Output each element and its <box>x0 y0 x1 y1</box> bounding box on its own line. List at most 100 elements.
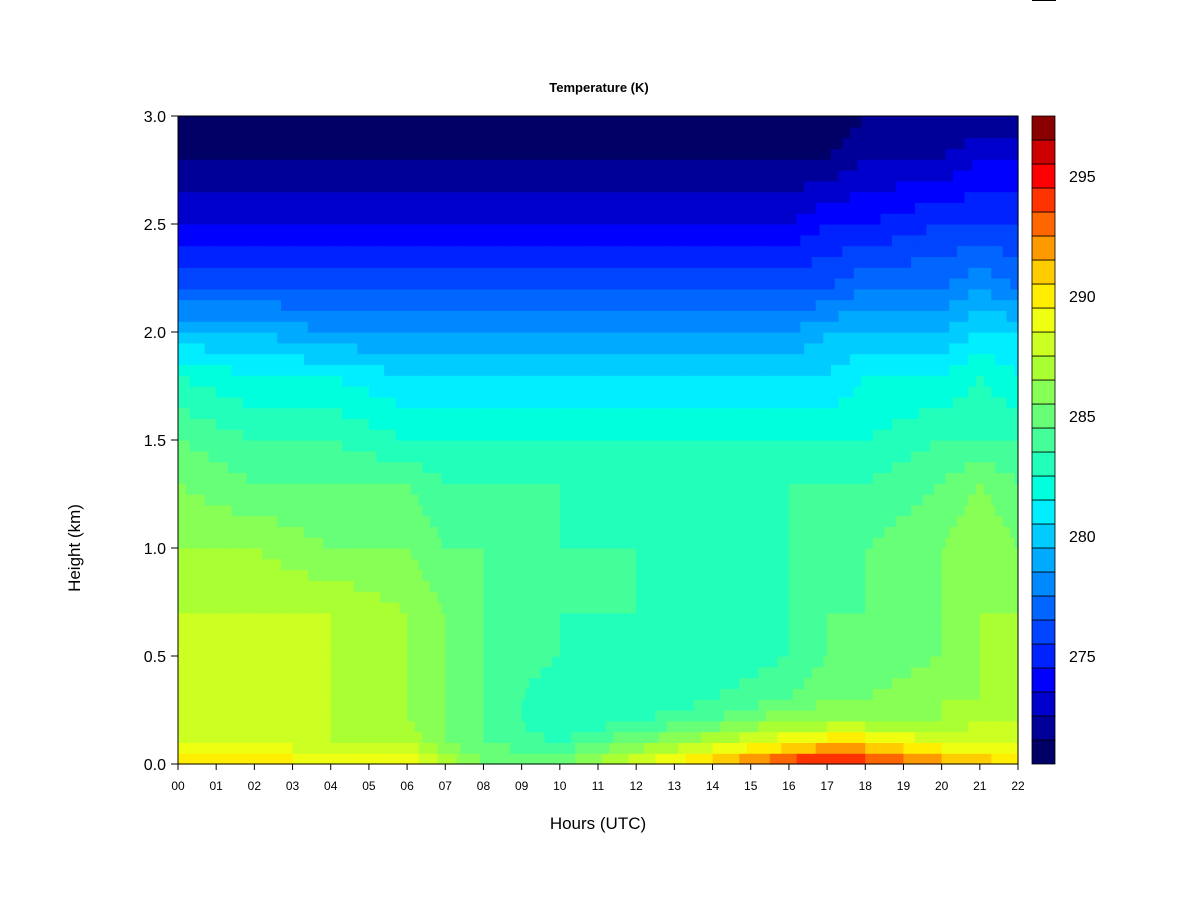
heatmap-cell <box>208 224 213 236</box>
heatmap-cell <box>472 645 477 657</box>
heatmap-cell <box>311 159 317 171</box>
heatmap-cell <box>388 418 393 430</box>
heatmap-column <box>212 116 217 765</box>
heatmap-cell <box>346 278 351 290</box>
heatmap-column <box>483 116 488 765</box>
heatmap-cell <box>376 461 381 473</box>
heatmap-cell <box>353 677 359 689</box>
heatmap-cell <box>208 148 213 160</box>
heatmap-cell <box>361 666 366 679</box>
heatmap-cell <box>368 656 374 668</box>
heatmap-cell <box>487 537 492 549</box>
heatmap-cell <box>384 180 389 193</box>
heatmap-cell <box>456 440 462 452</box>
heatmap-cell <box>391 688 397 700</box>
heatmap-cell <box>304 288 309 301</box>
heatmap-cell <box>292 364 297 376</box>
heatmap-cell <box>246 202 252 214</box>
heatmap-cell <box>307 677 313 689</box>
heatmap-cell <box>418 558 423 571</box>
heatmap-cell <box>468 353 473 365</box>
heatmap-cell <box>349 375 355 387</box>
heatmap-cell <box>403 526 408 538</box>
heatmap-cell <box>330 148 336 160</box>
heatmap-cell <box>403 159 408 171</box>
heatmap-cell <box>246 440 252 452</box>
heatmap-cell <box>231 224 236 236</box>
heatmap-cell <box>452 472 458 484</box>
heatmap-cell <box>399 440 404 452</box>
heatmap-cell <box>353 623 359 635</box>
heatmap-cell <box>399 224 404 236</box>
heatmap-cell <box>483 159 488 171</box>
heatmap-cell <box>254 580 259 592</box>
heatmap-cell <box>338 375 343 387</box>
heatmap-cell <box>273 526 278 538</box>
heatmap-cell <box>319 504 324 517</box>
heatmap-cell <box>368 526 374 538</box>
heatmap-cell <box>250 602 255 614</box>
heatmap-cell <box>346 699 351 711</box>
heatmap-cell <box>483 602 488 614</box>
heatmap-cell <box>380 288 385 301</box>
heatmap-cell <box>181 515 187 527</box>
heatmap-cell <box>292 224 297 236</box>
heatmap-cell <box>346 299 351 311</box>
heatmap-cell <box>338 645 343 657</box>
heatmap-cell <box>311 558 317 571</box>
heatmap-cell <box>292 418 297 430</box>
heatmap-cell <box>323 310 328 322</box>
heatmap-cell <box>437 116 443 128</box>
heatmap-cell <box>346 710 351 722</box>
heatmap-cell <box>254 180 259 193</box>
heatmap-cell <box>277 699 282 711</box>
heatmap-cell <box>330 364 336 376</box>
heatmap-cell <box>487 699 492 711</box>
heatmap-cell <box>460 688 465 700</box>
heatmap-cell <box>399 126 404 139</box>
heatmap-cell <box>216 364 221 376</box>
heatmap-cell <box>254 332 259 344</box>
heatmap-cell <box>185 332 191 344</box>
heatmap-cell <box>445 148 450 160</box>
heatmap-cell <box>376 515 381 527</box>
heatmap-cell <box>323 461 328 473</box>
heatmap-cell <box>460 396 465 409</box>
heatmap-cell <box>292 450 297 463</box>
heatmap-cell <box>258 116 263 128</box>
heatmap-cell <box>456 299 462 311</box>
heatmap-cell <box>403 267 408 279</box>
heatmap-cell <box>422 688 427 700</box>
heatmap-cell <box>384 170 389 182</box>
heatmap-cell <box>407 245 412 257</box>
heatmap-cell <box>246 548 252 560</box>
heatmap-cell <box>185 159 191 171</box>
heatmap-cell <box>315 170 320 182</box>
heatmap-cell <box>483 375 488 387</box>
heatmap-cell <box>284 148 290 160</box>
heatmap-cell <box>277 526 282 538</box>
heatmap-cell <box>181 504 187 517</box>
heatmap-column <box>449 116 454 765</box>
heatmap-cell <box>304 180 309 193</box>
heatmap-cell <box>277 472 282 484</box>
heatmap-cell <box>292 332 297 344</box>
heatmap-cell <box>376 321 381 333</box>
heatmap-cell <box>376 742 381 754</box>
heatmap-cell <box>273 407 278 419</box>
heatmap-cell <box>212 494 217 506</box>
heatmap-cell <box>346 494 351 506</box>
heatmap-cell <box>246 731 252 743</box>
heatmap-cell <box>472 515 477 527</box>
heatmap-column <box>430 116 435 765</box>
heatmap-cell <box>430 483 435 495</box>
heatmap-cell <box>265 731 271 743</box>
heatmap-cell <box>258 375 263 387</box>
heatmap-cell <box>464 612 469 625</box>
heatmap-cell <box>452 159 458 171</box>
heatmap-cell <box>449 116 454 128</box>
heatmap-cell <box>220 742 225 754</box>
heatmap-cell <box>265 645 271 657</box>
heatmap-cell <box>208 591 213 603</box>
heatmap-cell <box>319 580 324 592</box>
